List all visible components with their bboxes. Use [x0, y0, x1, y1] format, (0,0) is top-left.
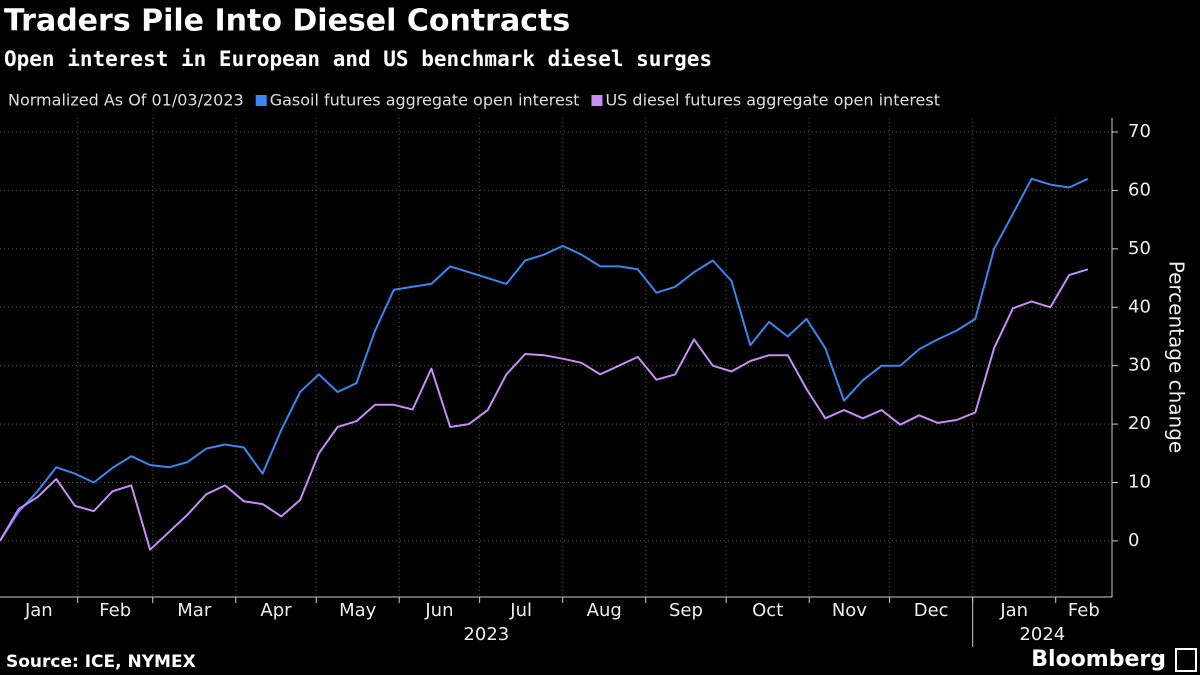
x-tick-label: Sep	[669, 600, 703, 621]
chart-subtitle: Open interest in European and US benchma…	[4, 47, 712, 71]
legend-swatch	[591, 95, 603, 106]
x-tick-label: Aug	[587, 600, 622, 621]
x-tick-label: Feb	[1068, 600, 1100, 621]
legend-label: Gasoil futures aggregate open interest	[270, 91, 580, 110]
x-tick-label: Apr	[260, 600, 292, 621]
x-tick-label: Dec	[914, 600, 949, 621]
x-tick-label: May	[339, 600, 377, 621]
legend-note: Normalized As Of 01/03/2023	[8, 91, 244, 110]
year-label: 2023	[463, 624, 509, 645]
brand-icon	[1175, 648, 1197, 672]
year-label: 2024	[1019, 624, 1065, 645]
y-tick-label: 70	[1128, 121, 1151, 142]
series-line	[0, 177, 1089, 542]
source: Source: ICE, NYMEX	[6, 652, 196, 672]
y-tick-label: 20	[1128, 413, 1151, 434]
x-tick-label: Jan	[24, 600, 53, 621]
x-tick-label: Jun	[424, 600, 453, 621]
x-tick-label: Feb	[99, 600, 131, 621]
x-tick-label: Mar	[177, 600, 212, 621]
x-tick-label: Jan	[999, 600, 1028, 621]
x-tick-label: Nov	[832, 600, 867, 621]
legend-label: US diesel futures aggregate open interes…	[605, 91, 940, 110]
x-tick-label: Jul	[509, 600, 532, 621]
brand: Bloomberg	[1031, 647, 1166, 672]
y-axis-label: Percentage change	[1165, 261, 1189, 453]
chart-title: Traders Pile Into Diesel Contracts	[4, 4, 570, 39]
y-tick-label: 30	[1128, 355, 1151, 376]
y-tick-label: 50	[1128, 238, 1151, 259]
y-tick-label: 60	[1128, 179, 1151, 200]
y-tick-label: 0	[1128, 530, 1139, 551]
y-tick-label: 10	[1128, 472, 1151, 493]
x-tick-label: Oct	[752, 600, 783, 621]
series-line	[0, 268, 1089, 551]
y-tick-label: 40	[1128, 296, 1151, 317]
legend-swatch	[255, 95, 267, 106]
